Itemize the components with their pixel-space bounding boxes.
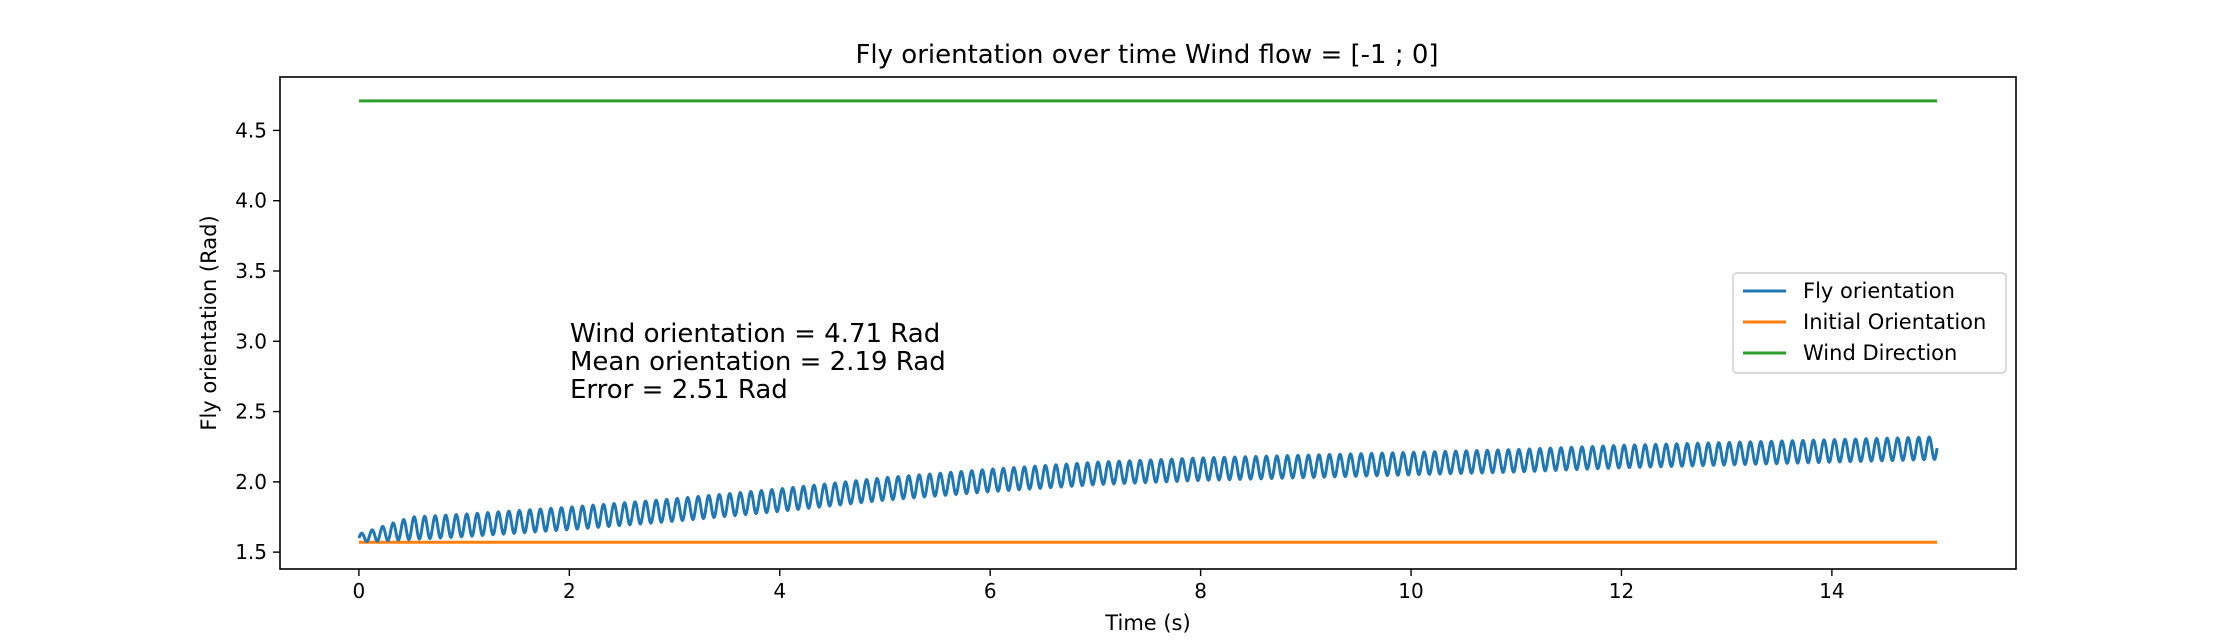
x-tick-label: 4 xyxy=(773,579,786,603)
x-tick-label: 8 xyxy=(1194,579,1207,603)
annotation-line-mean: Mean orientation = 2.19 Rad xyxy=(570,347,946,377)
legend-label-fly-orientation: Fly orientation xyxy=(1803,279,1955,303)
x-tick-label: 6 xyxy=(984,579,997,603)
series-layer xyxy=(357,99,1939,544)
x-axis: 0 2 4 6 8 10 12 14 xyxy=(353,569,1845,603)
x-tick-label: 2 xyxy=(563,579,576,603)
legend-box xyxy=(1732,272,2007,374)
series-line-fly-orientation xyxy=(357,435,1939,544)
y-tick-label: 2.0 xyxy=(235,470,267,494)
x-tick-label: 12 xyxy=(1609,579,1634,603)
y-tick-label: 2.5 xyxy=(235,400,267,424)
legend-label-initial-orientation: Initial Orientation xyxy=(1803,310,1986,334)
legend: Fly orientation Initial Orientation Wind… xyxy=(1732,272,2007,374)
stats-annotation: Wind orientation = 4.71 Rad Mean orienta… xyxy=(570,319,946,405)
y-tick-label: 3.0 xyxy=(235,329,267,353)
x-tick-label: 0 xyxy=(353,579,366,603)
annotation-line-wind: Wind orientation = 4.71 Rad xyxy=(570,319,940,349)
legend-entry-initial-orientation: Initial Orientation xyxy=(1743,310,1986,334)
y-tick-label: 1.5 xyxy=(235,540,267,564)
y-tick-label: 3.5 xyxy=(235,259,267,283)
annotation-line-error: Error = 2.51 Rad xyxy=(570,375,788,405)
y-axis-label: Fly orientation (Rad) xyxy=(197,215,221,430)
x-axis-label: Time (s) xyxy=(1104,611,1190,635)
plot-frame xyxy=(279,76,2017,570)
legend-label-wind-direction: Wind Direction xyxy=(1803,341,1957,365)
legend-entry-wind-direction: Wind Direction xyxy=(1743,341,1957,365)
chart-title: Fly orientation over time Wind flow = [-… xyxy=(855,40,1438,70)
legend-entry-fly-orientation: Fly orientation xyxy=(1743,279,1955,303)
plot-background xyxy=(280,77,2016,569)
y-axis: 1.5 2.0 2.5 3.0 3.5 4.0 4.5 xyxy=(235,118,280,564)
y-tick-label: 4.0 xyxy=(235,189,267,213)
plot-area xyxy=(279,76,2017,570)
x-tick-label: 14 xyxy=(1819,579,1844,603)
y-tick-label: 4.5 xyxy=(235,118,267,142)
x-tick-label: 10 xyxy=(1398,579,1423,603)
